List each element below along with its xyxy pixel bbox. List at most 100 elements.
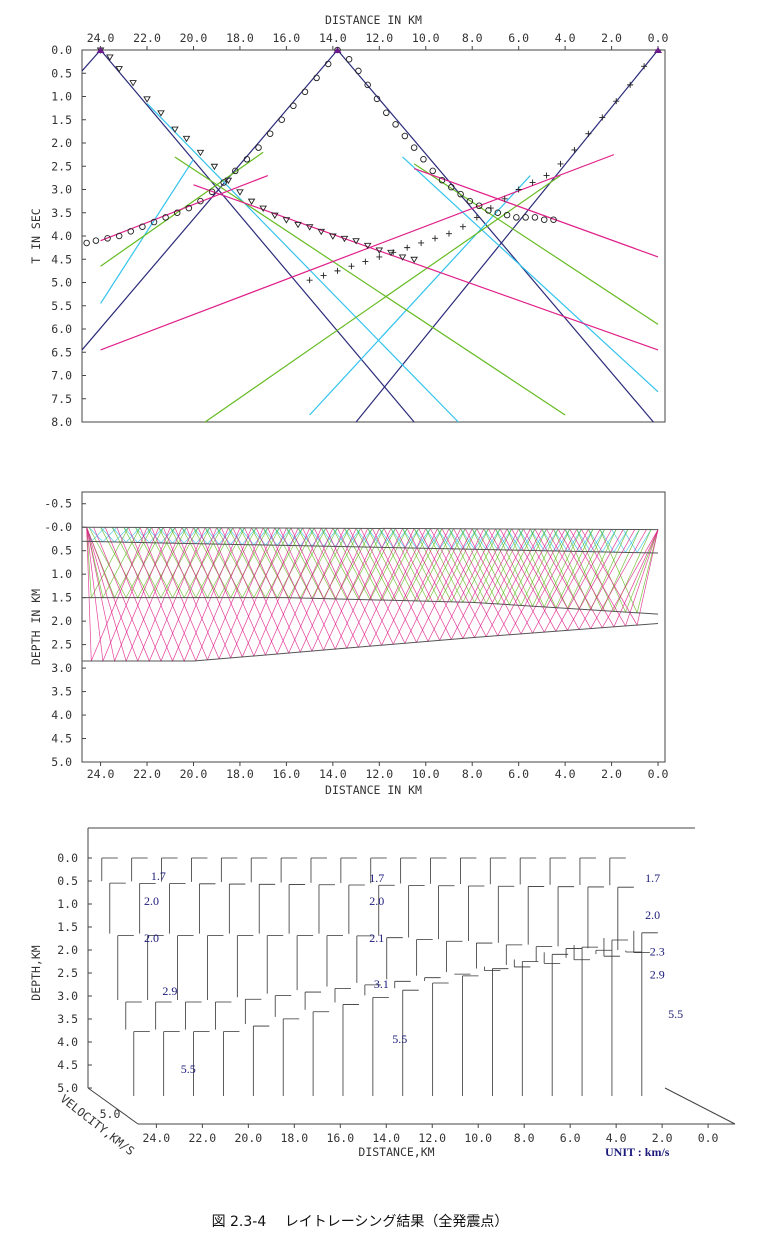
observed-triangle-point [236, 189, 244, 196]
y-axis-title: T IN SEC [29, 208, 43, 263]
y-tick-label: 8.0 [51, 415, 72, 429]
observed-circle-point [420, 156, 427, 163]
observed-circle-point [429, 167, 436, 175]
velocity-value-label: 3.1 [374, 977, 389, 991]
y-tick-label: 7.5 [51, 392, 72, 406]
observed-triangle-point [282, 217, 291, 224]
y-tick-label: 0.0 [57, 851, 78, 865]
y-tick-label: 4.5 [51, 732, 72, 746]
y-tick-label: 2.0 [57, 943, 78, 957]
x-tick-label: 24.0 [87, 31, 115, 45]
y-tick-label: 6.0 [51, 322, 72, 336]
observed-circle-point [139, 223, 146, 230]
observed-circle-point [475, 202, 483, 210]
shot-point-marker [654, 47, 663, 53]
x-tick-label: 20.0 [180, 31, 208, 45]
x-tick-label: 0.0 [648, 767, 669, 781]
y-tick-label: 6.5 [51, 345, 72, 359]
observed-circle-point [208, 188, 216, 196]
observed-triangle-point [143, 96, 151, 103]
observed-circle-point [522, 214, 529, 221]
observed-circle-point [243, 156, 251, 163]
y-tick-label: 5.5 [51, 299, 72, 313]
travel-time-line [100, 154, 615, 351]
observed-circle-point [290, 102, 297, 110]
x-tick-label: 20.0 [234, 1131, 262, 1145]
x-tick-label: 24.0 [143, 1131, 171, 1145]
observed-plus-point [390, 249, 397, 256]
observed-circle-point [438, 176, 446, 184]
observed-plus-point [473, 214, 480, 221]
observed-triangle-point [196, 149, 205, 157]
y-tick-label: 5.0 [51, 755, 72, 769]
observed-triangle-point [115, 66, 123, 73]
travel-time-line [174, 156, 566, 416]
x-tick-label: 12.0 [365, 767, 393, 781]
observed-triangle-point [375, 247, 384, 254]
x-tick-label: 8.0 [514, 1131, 535, 1145]
observed-triangle-point [363, 242, 372, 250]
x-tick-label: 8.0 [462, 31, 483, 45]
y-tick-label: 1.5 [51, 591, 72, 605]
observed-plus-point [613, 98, 620, 105]
observed-plus-point [571, 146, 578, 153]
observed-circle-point [401, 132, 409, 140]
z-axis-title: VELOCITY,KM/S [58, 1092, 138, 1158]
observed-circle-point [355, 67, 362, 75]
x-tick-label: 16.0 [326, 1131, 354, 1145]
observed-plus-point [487, 205, 494, 212]
ray-path [104, 527, 218, 662]
observed-plus-point [432, 235, 439, 242]
observed-plus-point [557, 160, 564, 167]
travel-time-line [146, 103, 459, 423]
x-tick-label: 6.0 [508, 31, 529, 45]
travel-time-line [204, 175, 561, 423]
observed-triangle-point [224, 177, 233, 185]
travel-time-line [402, 156, 659, 393]
x-tick-label: 2.0 [652, 1131, 673, 1145]
y-tick-label: 5.0 [57, 1081, 78, 1095]
y-tick-label: 0.0 [51, 43, 72, 57]
observed-triangle-point [210, 163, 219, 171]
x-tick-label: 6.0 [560, 1131, 581, 1145]
observed-plus-point [418, 239, 425, 246]
observed-circle-point [255, 144, 262, 151]
observed-circle-point [457, 190, 464, 198]
x-tick-label: 22.0 [133, 31, 161, 45]
velocity-value-label: 1.7 [645, 871, 660, 885]
layer-interface-line [81, 526, 659, 531]
x-tick-label: 18.0 [226, 767, 254, 781]
travel-time-line [100, 49, 415, 423]
observed-plus-point [627, 81, 634, 88]
travel-time-line [413, 163, 659, 325]
observed-triangle-point [340, 235, 349, 243]
velocity-value-label: 2.1 [369, 931, 384, 945]
x-tick-label: 10.0 [412, 767, 440, 781]
observed-circle-point [301, 88, 309, 96]
layer-interface-line [81, 540, 659, 554]
observed-circle-point [383, 109, 390, 117]
observed-circle-point [392, 121, 399, 128]
travel-time-line [413, 168, 659, 258]
x-axis-title: DISTANCE IN KM [325, 783, 422, 797]
observed-circle-point [494, 209, 502, 216]
y-axis-title: DEPTH,KM [29, 945, 43, 1000]
travel-time-line [100, 158, 194, 304]
y-tick-label: 1.0 [51, 90, 72, 104]
observed-triangle-point [387, 249, 395, 257]
observed-triangle-point [171, 126, 179, 133]
observed-circle-point [540, 216, 548, 223]
travel-time-line [81, 49, 338, 351]
velocity-value-label: 2.0 [144, 894, 159, 908]
velocity-value-label: 2.9 [650, 968, 665, 982]
observed-circle-point [373, 95, 381, 103]
observed-plus-point [320, 272, 327, 279]
x-tick-label: 12.0 [365, 31, 393, 45]
plot-frame [81, 49, 666, 423]
velocity-value-label: 2.0 [645, 908, 660, 922]
observed-circle-point [185, 204, 193, 212]
y-tick-label: 3.0 [57, 989, 78, 1003]
x-tick-label: 22.0 [133, 767, 161, 781]
observed-plus-point [376, 253, 383, 260]
x-tick-label: 0.0 [698, 1131, 719, 1145]
